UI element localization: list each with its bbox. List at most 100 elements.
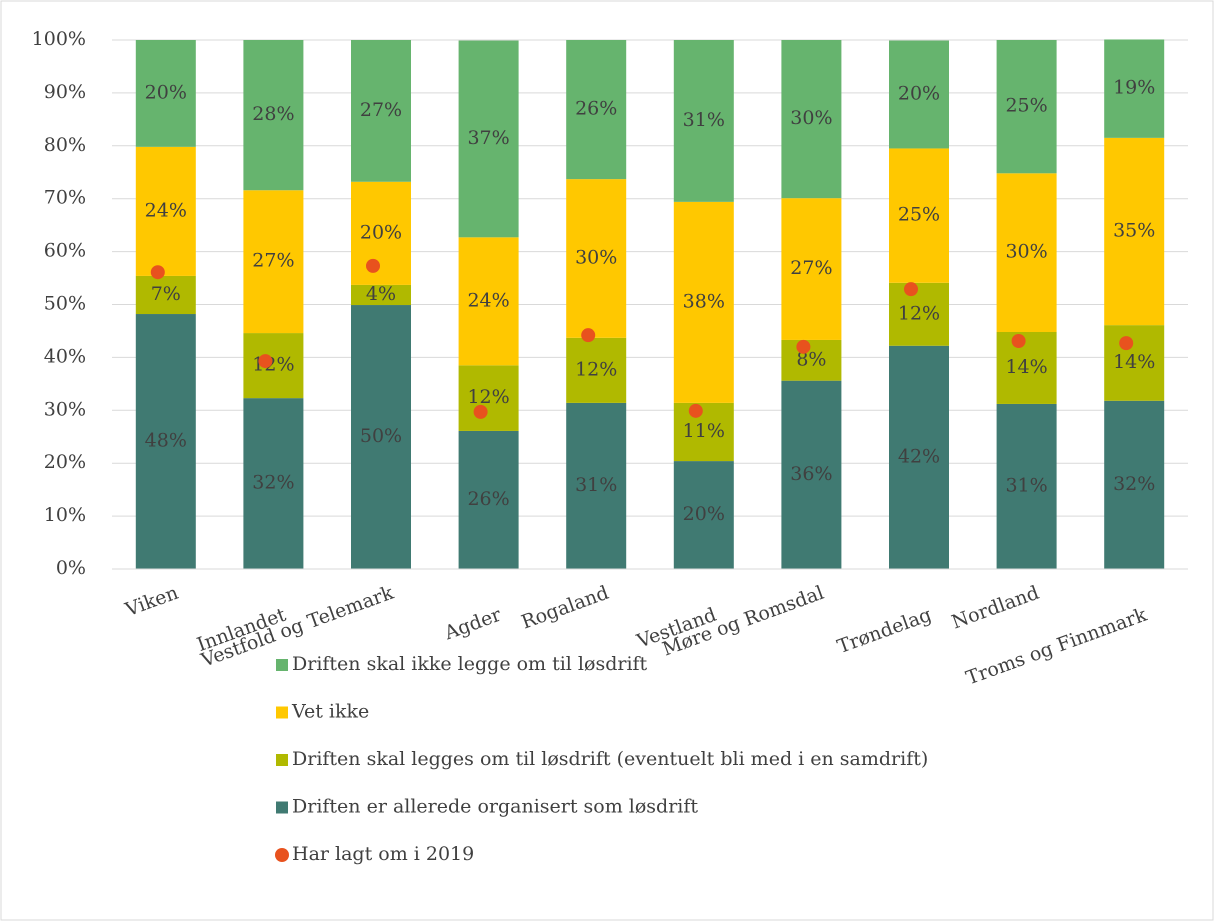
dot-marker [581, 328, 596, 343]
legend-label: Driften er allerede organisert som løsdr… [292, 796, 698, 818]
bar-segment [243, 398, 304, 569]
bar-segment [781, 40, 842, 199]
y-tick-label: 50% [44, 293, 86, 315]
bar-segment [351, 40, 411, 182]
bar-segment [243, 190, 304, 334]
bar-segment [996, 332, 1057, 404]
dot-marker [688, 403, 703, 418]
data-label: 31% [1005, 474, 1047, 496]
data-label: 25% [898, 204, 940, 226]
data-label: 8% [796, 348, 826, 370]
data-label: 12% [898, 302, 940, 324]
data-label: 30% [1005, 241, 1047, 263]
data-label: 27% [790, 257, 832, 279]
dot-marker [258, 354, 273, 369]
bar-segment [996, 40, 1057, 174]
data-label: 4% [366, 283, 396, 305]
bar-segment [996, 173, 1057, 333]
bar-segment [458, 430, 519, 569]
bar-segment [889, 282, 949, 346]
legend-marker [276, 659, 288, 671]
data-label: 27% [252, 250, 294, 272]
bar-segment [135, 146, 196, 276]
data-label: 38% [683, 290, 725, 312]
bar-segment [566, 179, 627, 338]
legend-marker [276, 801, 288, 814]
y-tick-label: 70% [44, 187, 86, 209]
data-label: 12% [575, 358, 617, 380]
bar-segment [243, 40, 304, 191]
data-label: 20% [145, 81, 187, 103]
y-tick-label: 100% [32, 28, 86, 50]
data-label: 12% [252, 354, 294, 376]
bar-segment [673, 201, 734, 403]
data-label: 19% [1113, 77, 1155, 99]
y-tick-label: 10% [44, 504, 86, 526]
data-label: 37% [467, 127, 509, 149]
bar-segment [135, 40, 196, 147]
y-tick-label: 0% [56, 557, 86, 579]
bar-segment [351, 305, 411, 569]
dot-marker [904, 282, 918, 297]
data-label: 27% [360, 99, 402, 121]
dot-marker [150, 265, 165, 280]
bar-segment [673, 461, 734, 569]
y-tick-label: 60% [44, 240, 86, 262]
data-label: 32% [252, 472, 294, 494]
bar-segment [673, 40, 734, 202]
y-tick-label: 90% [44, 81, 86, 103]
bar-segment [458, 237, 519, 366]
bar-segment [458, 365, 519, 431]
data-label: 11% [683, 420, 725, 442]
data-label: 14% [1005, 356, 1047, 378]
data-label: 12% [467, 386, 509, 408]
legend-label: Driften skal legges om til løsdrift (eve… [292, 748, 928, 770]
legend-label: Driften skal ikke legge om til løsdrift [292, 653, 648, 675]
dot-marker [473, 404, 488, 419]
dot-marker [796, 339, 811, 354]
bar-segment [1104, 400, 1165, 569]
data-label: 31% [575, 474, 617, 496]
data-label: 25% [1005, 95, 1047, 117]
data-label: 20% [898, 82, 940, 104]
bar-segment [351, 181, 411, 285]
data-label: 50% [360, 425, 402, 447]
bar-segment [566, 402, 627, 569]
bar-segment [243, 333, 304, 399]
data-label: 24% [145, 199, 187, 221]
data-label: 32% [1113, 473, 1155, 495]
legend-label: Vet ikke [291, 701, 369, 723]
data-label: 36% [790, 463, 832, 485]
bar-segment [889, 148, 949, 283]
data-label: 20% [683, 503, 725, 525]
bar-segment [889, 345, 949, 569]
data-label: 20% [360, 221, 402, 243]
dot-marker [366, 258, 380, 273]
bar-segment [1104, 39, 1165, 138]
data-label: 30% [575, 246, 617, 268]
bar-segment [351, 284, 411, 306]
data-label: 48% [145, 430, 187, 452]
dot-marker [1119, 336, 1134, 351]
bar-segment [781, 198, 842, 340]
data-label: 14% [1113, 351, 1155, 373]
data-label: 24% [467, 289, 509, 311]
legend-marker [276, 706, 288, 719]
y-tick-label: 30% [44, 398, 86, 420]
bar-segment [996, 403, 1057, 569]
legend-marker [276, 754, 288, 766]
bar-segment [566, 40, 627, 180]
bar-segment [673, 402, 734, 462]
data-label: 42% [898, 445, 940, 467]
bar-segment [135, 314, 196, 569]
bar-segment [566, 337, 627, 403]
data-label: 26% [575, 98, 617, 120]
bar-segment [781, 380, 842, 569]
bar-segment [458, 40, 519, 238]
bar-segment [1104, 137, 1165, 326]
data-label: 35% [1113, 219, 1155, 241]
legend-label: Har lagt om i 2019 [292, 843, 474, 865]
bar-segment [1104, 325, 1165, 401]
legend-marker [275, 848, 289, 862]
